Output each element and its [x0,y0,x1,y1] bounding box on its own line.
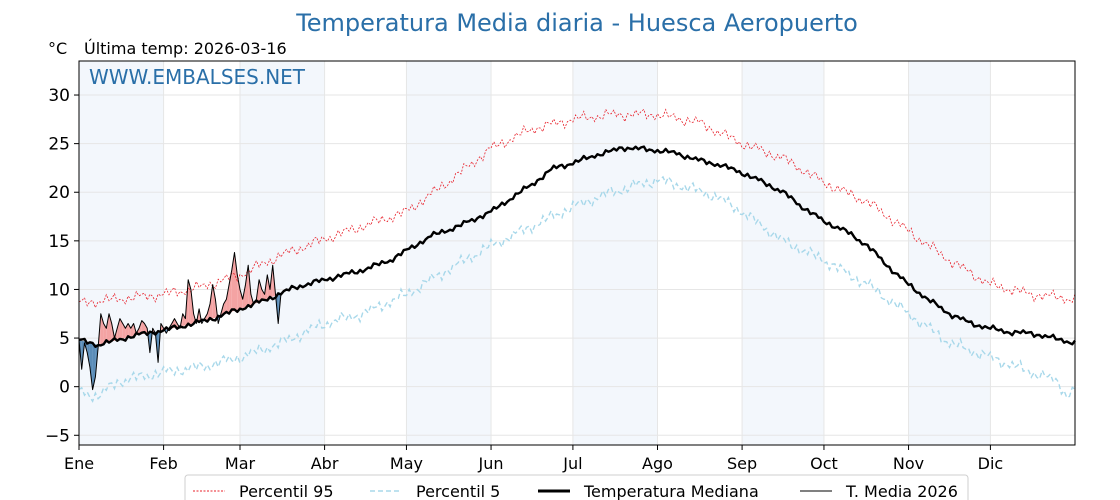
y-tick-label: 5 [59,329,70,349]
fill-above-median [106,313,109,343]
x-axis-ticks: Ene Feb Mar Abr May Jun Jul Ago Sep Oct Nov Dic [64,445,1003,473]
fill-above-median [139,320,142,335]
x-tick-label: Mar [225,454,256,473]
fill-above-median [226,284,230,314]
y-tick-label: 30 [48,86,70,106]
fill-above-median [128,323,131,338]
x-tick-label: May [390,454,423,473]
last-temp-label: Última temp: 2026-03-16 [84,39,287,58]
month-band-sep [742,61,824,445]
fill-above-median [103,323,107,344]
fill-above-median [261,289,265,302]
series-line-temperatura-mediana [78,145,1076,348]
month-band-ene [79,61,164,445]
y-tick-label: −5 [45,426,70,446]
fill-below-median [89,342,93,390]
series-line-percentil-95 [78,108,1076,309]
x-tick-label: Jul [562,454,582,473]
x-tick-label: Jun [478,454,504,473]
series-lines [78,108,1076,403]
fill-above-median [240,289,243,309]
y-tick-label: 15 [48,232,70,252]
month-band-nov [908,61,991,445]
watermark: WWW.EMBALSES.NET [89,65,306,89]
fill-above-median [212,284,216,319]
legend-box [184,474,969,500]
fill-above-median [119,318,123,340]
plot-frame [78,60,1076,446]
fill-above-median [117,318,120,340]
fill-above-median [229,270,232,313]
month-band-may [406,61,492,445]
fill-above-median [210,284,213,320]
x-tick-label: Ago [642,454,673,473]
fill-above-median [245,265,249,307]
series-line-percentil-5 [78,175,1076,403]
fill-above-median [141,320,145,335]
x-tick-label: Sep [727,454,757,473]
y-tick-label: 0 [59,378,70,398]
fill-above-median [182,313,186,326]
series-line-t-media-2026 [78,252,282,391]
legend-label-current: T. Media 2026 [845,482,958,500]
fill-above-median [259,279,262,303]
legend-label-p95: Percentil 95 [239,482,334,500]
x-tick-label: Nov [893,454,924,473]
fill-above-median [109,313,112,343]
legend-label-median: Temperatura Mediana [583,482,759,500]
chart-title: Temperatura Media diaria - Huesca Aeropu… [295,9,858,37]
x-tick-label: Oct [810,454,838,473]
x-tick-label: Ene [64,454,94,473]
unit-label: °C [48,39,67,58]
month-band-mar [239,61,325,445]
x-tick-label: Abr [311,454,339,473]
gridlines [78,61,1075,445]
month-bands [79,61,991,445]
y-tick-label: 10 [48,280,70,300]
fill-above-median [188,279,191,325]
y-axis-ticks: −5 0 5 10 15 20 25 30 [45,86,79,446]
legend: Percentil 95 Percentil 5 Temperatura Med… [184,474,969,500]
x-tick-label: Dic [978,454,1004,473]
fill-above-median [130,323,134,337]
y-tick-label: 20 [48,183,70,203]
fill-above-median [234,252,238,311]
legend-label-p5: Percentil 5 [416,482,500,500]
fill-above-median [237,274,240,310]
x-tick-label: Feb [149,454,177,473]
y-tick-label: 25 [48,135,70,155]
month-band-jul [572,61,658,445]
